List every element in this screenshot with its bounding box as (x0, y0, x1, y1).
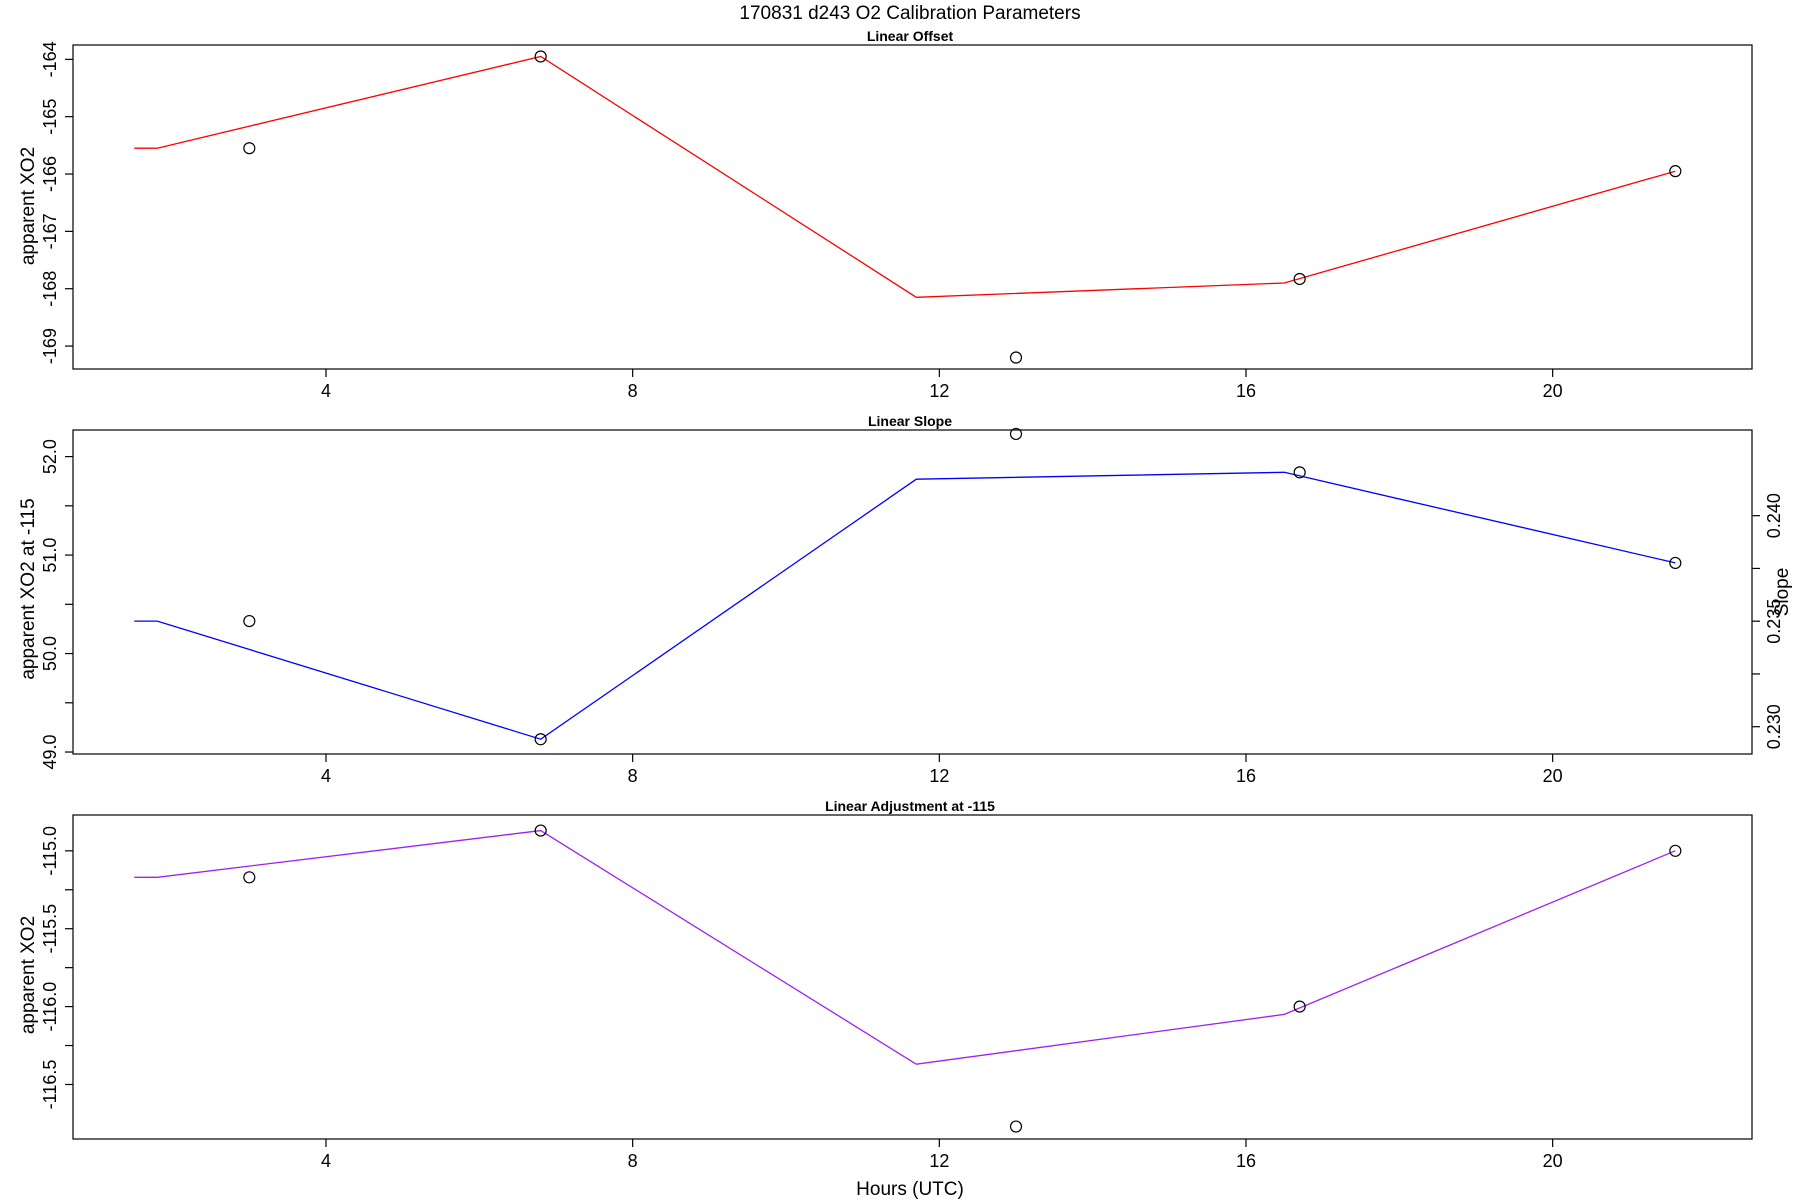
x-tick-label: 20 (1543, 766, 1563, 786)
y-tick-label: -169 (40, 328, 60, 364)
x-tick-label: 8 (628, 381, 638, 401)
y-right-tick-label: 0.230 (1764, 704, 1784, 749)
y-tick-label: -116.5 (40, 1060, 60, 1110)
x-tick-label: 20 (1543, 1151, 1563, 1171)
y-right-tick-label: 0.235 (1764, 599, 1784, 644)
x-tick-label: 4 (321, 1151, 331, 1171)
series-line (134, 55, 1676, 298)
series-line (134, 829, 1676, 1065)
y-tick-label: -165 (40, 99, 60, 135)
data-point (1009, 427, 1023, 441)
data-point (534, 733, 547, 746)
x-tick-label: 20 (1543, 381, 1563, 401)
x-tick-label: 8 (628, 1151, 638, 1171)
x-tick-label: 8 (628, 766, 638, 786)
panel-linear-adjustment: Linear Adjustment at -115 apparent XO2 4… (18, 798, 1753, 1171)
y-tick-label: -168 (40, 271, 60, 307)
x-axis-label: Hours (UTC) (856, 1179, 964, 1200)
series-line (134, 471, 1676, 740)
panel-linear-offset: Linear Offset apparent XO2 4 8 12 16 20 -169 -… (18, 28, 1753, 401)
plot-frame (72, 429, 1753, 755)
y-tick-label: -164 (40, 41, 60, 77)
data-point (534, 50, 547, 63)
x-tick-label: 16 (1236, 1151, 1256, 1171)
data-point (1669, 844, 1682, 857)
data-point (1669, 556, 1682, 570)
y-axis-label-right: Slope (1772, 568, 1793, 617)
y-tick-label: -115.0 (40, 826, 60, 876)
y-axis-label: apparent XO2 at -115 (18, 498, 39, 679)
plot-frame (72, 44, 1753, 370)
data-point (1293, 466, 1306, 479)
data-point (243, 614, 256, 628)
y-tick-label: -115.5 (40, 904, 60, 954)
panel-title: Linear Adjustment at -115 (825, 798, 995, 814)
data-point (1293, 1000, 1306, 1013)
y-tick-label: -167 (40, 213, 60, 249)
y-tick-label: 50.0 (40, 636, 60, 671)
panel-title: Linear Offset (867, 28, 954, 44)
figure-title: 170831 d243 O2 Calibration Parameters (739, 3, 1080, 24)
y-tick-label: 52.0 (40, 439, 60, 474)
y-axis-label: apparent XO2 (18, 916, 39, 1034)
x-tick-label: 12 (929, 1151, 949, 1171)
panel-linear-slope: Linear Slope apparent XO2 at -115 Slope … (18, 413, 1793, 786)
x-tick-label: 12 (929, 381, 949, 401)
x-tick-label: 12 (929, 766, 949, 786)
x-tick-label: 16 (1236, 766, 1256, 786)
data-point (1293, 272, 1306, 286)
data-point (243, 871, 256, 884)
y-right-tick-label: 0.240 (1764, 493, 1784, 538)
y-tick-label: 49.0 (40, 735, 60, 770)
data-point (1009, 351, 1023, 364)
y-tick-label: -166 (40, 156, 60, 192)
x-tick-label: 4 (321, 766, 331, 786)
y-tick-label: 51.0 (40, 538, 60, 573)
data-point (243, 142, 256, 155)
x-tick-label: 4 (321, 381, 331, 401)
plot-frame (72, 814, 1753, 1140)
y-axis-label: apparent XO2 (18, 147, 39, 265)
data-point (1669, 165, 1682, 178)
y-tick-label: -116.0 (40, 982, 60, 1032)
data-point (534, 824, 547, 837)
x-tick-label: 16 (1236, 381, 1256, 401)
panel-title: Linear Slope (868, 413, 952, 429)
data-point (1009, 1120, 1023, 1133)
